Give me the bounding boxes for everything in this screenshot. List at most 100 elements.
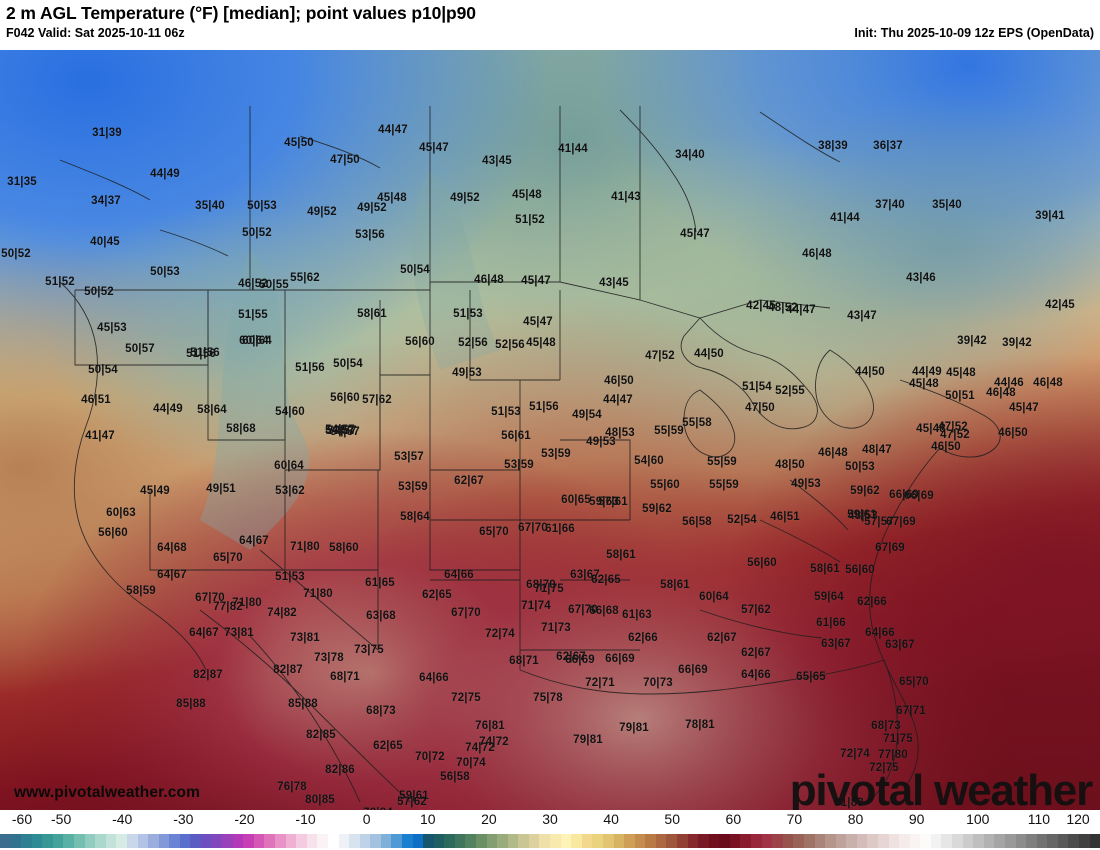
colorbar-swatch xyxy=(306,834,318,848)
point-value-label: 49|51 xyxy=(206,483,236,495)
colorbar-swatch xyxy=(454,834,466,848)
point-value-label: 63|68 xyxy=(366,610,396,622)
point-value-label: 80|85 xyxy=(305,794,335,806)
point-value-label: 67|70 xyxy=(568,604,598,616)
point-value-label: 79|81 xyxy=(619,722,649,734)
point-value-label: 58|64 xyxy=(197,404,227,416)
point-value-label: 64|67 xyxy=(157,569,187,581)
point-value-label: 34|40 xyxy=(675,149,705,161)
point-value-label: 38|39 xyxy=(818,140,848,152)
point-value-label: 82|87 xyxy=(193,669,223,681)
colorbar-swatch xyxy=(825,834,836,848)
point-value-label: 54|57 xyxy=(325,425,355,437)
colorbar-swatch xyxy=(909,834,921,848)
colorbar-swatch xyxy=(708,834,720,848)
colorbar-swatch xyxy=(497,834,508,848)
map-canvas[interactable]: 31|39 31|35 34|37 40|45 50|52 51|52 50|52 45|53… xyxy=(0,50,1100,810)
init-time-label: Init: Thu 2025-10-09 12z EPS (OpenData) xyxy=(854,26,1094,40)
point-value-label: 51|56 xyxy=(295,362,325,374)
point-value-label: 47|50 xyxy=(330,154,360,166)
point-value-label: 56|58 xyxy=(682,516,712,528)
point-value-label: 54|57 xyxy=(325,424,355,436)
point-value-label: 58|61 xyxy=(660,579,690,591)
colorbar-tick-label: 50 xyxy=(664,811,681,827)
watermark: pivotal weather xyxy=(789,766,1094,810)
point-value-label: 56|61 xyxy=(501,430,531,442)
colorbar-tick-label: -60 xyxy=(11,811,33,827)
colorbar-swatch xyxy=(0,834,11,848)
point-value-label: 78|81 xyxy=(685,719,715,731)
point-value-label: 48|47 xyxy=(862,444,892,456)
colorbar-swatch xyxy=(42,834,53,848)
point-value-label: 67|71 xyxy=(896,705,926,717)
colorbar-swatch xyxy=(476,834,487,848)
point-value-label: 48|52 xyxy=(768,302,798,314)
point-value-label: 50|52 xyxy=(242,227,272,239)
point-value-label: 58|61 xyxy=(810,563,840,575)
point-value-label: 71|80 xyxy=(303,588,333,600)
point-value-label: 45|48 xyxy=(909,378,939,390)
point-value-label: 46|51 xyxy=(81,394,111,406)
point-value-label: 56|60 xyxy=(747,557,777,569)
point-value-label: 44|47 xyxy=(603,394,633,406)
colorbar[interactable]: -60 -50 -40 -30 -20 -10 0 10 20 30 40 50 60 70 80 90 100… xyxy=(0,810,1100,850)
colorbar-swatch xyxy=(624,834,635,848)
colorbar-swatch xyxy=(899,834,910,848)
colorbar-swatch xyxy=(253,834,265,848)
colorbar-tick-label: 40 xyxy=(603,811,619,827)
point-value-label: 50|53 xyxy=(247,200,277,212)
point-value-label: 39|42 xyxy=(957,335,987,347)
colorbar-swatch xyxy=(592,834,603,848)
point-value-label: 60|64 xyxy=(242,335,272,347)
point-value-label: 60|64 xyxy=(239,335,269,347)
point-value-label: 46|50 xyxy=(931,441,961,453)
colorbar-tick-label: -40 xyxy=(112,811,133,827)
point-value-label: 61|66 xyxy=(545,523,575,535)
point-value-label: 46|50 xyxy=(998,427,1028,439)
colorbar-swatch xyxy=(528,834,540,848)
point-value-label: 85|88 xyxy=(176,698,206,710)
colorbar-swatch xyxy=(296,834,307,848)
point-value-label: 63|67 xyxy=(570,569,600,581)
colorbar-swatch xyxy=(835,834,847,848)
point-value-label: 43|45 xyxy=(599,277,629,289)
colorbar-tick-label: 110 xyxy=(1027,811,1051,827)
colorbar-swatch xyxy=(433,834,445,848)
point-value-label: 68|73 xyxy=(366,705,396,717)
colorbar-tick-label: -10 xyxy=(295,811,316,827)
point-value-label: 64|66 xyxy=(865,627,895,639)
colorbar-swatch xyxy=(169,834,180,848)
point-value-label: 41|47 xyxy=(85,430,115,442)
point-value-label: 59|62 xyxy=(642,503,672,515)
point-value-label: 48|50 xyxy=(775,459,805,471)
point-value-label: 62|65 xyxy=(373,740,403,752)
point-value-label: 52|54 xyxy=(727,514,757,526)
colorbar-tick-label: 0 xyxy=(362,811,371,827)
colorbar-swatch xyxy=(962,834,974,848)
colorbar-swatch xyxy=(666,834,677,848)
point-value-label: 72|75 xyxy=(451,692,481,704)
colorbar-tick-label: 70 xyxy=(786,811,803,827)
point-value-label: 44|50 xyxy=(694,348,724,360)
point-value-label: 53|57 xyxy=(394,451,424,463)
point-value-label: 66|69 xyxy=(678,664,708,676)
header: 2 m AGL Temperature (°F) [median]; point… xyxy=(0,0,1100,50)
point-value-label: 57|57 xyxy=(864,516,894,528)
point-value-label: 40|45 xyxy=(90,236,120,248)
colorbar-swatch xyxy=(973,834,984,848)
point-value-label: 73|81 xyxy=(290,632,320,644)
point-value-label: 45|47 xyxy=(680,228,710,240)
point-value-label: 44|49 xyxy=(150,168,180,180)
point-value-label: 51|52 xyxy=(515,214,545,226)
point-value-label: 43|46 xyxy=(906,272,936,284)
point-value-label: 61|66 xyxy=(816,617,846,629)
point-value-label: 56|60 xyxy=(330,392,360,404)
colorbar-swatch xyxy=(539,834,551,848)
point-value-label: 56|60 xyxy=(98,527,128,539)
point-value-label: 75|78 xyxy=(533,692,563,704)
point-value-label: 55|59 xyxy=(654,425,684,437)
point-value-label: 45|47 xyxy=(521,275,551,287)
colorbar-swatch xyxy=(1026,834,1037,848)
point-value-label: 71|75 xyxy=(534,583,564,595)
point-value-label: 70|72 xyxy=(415,751,445,763)
